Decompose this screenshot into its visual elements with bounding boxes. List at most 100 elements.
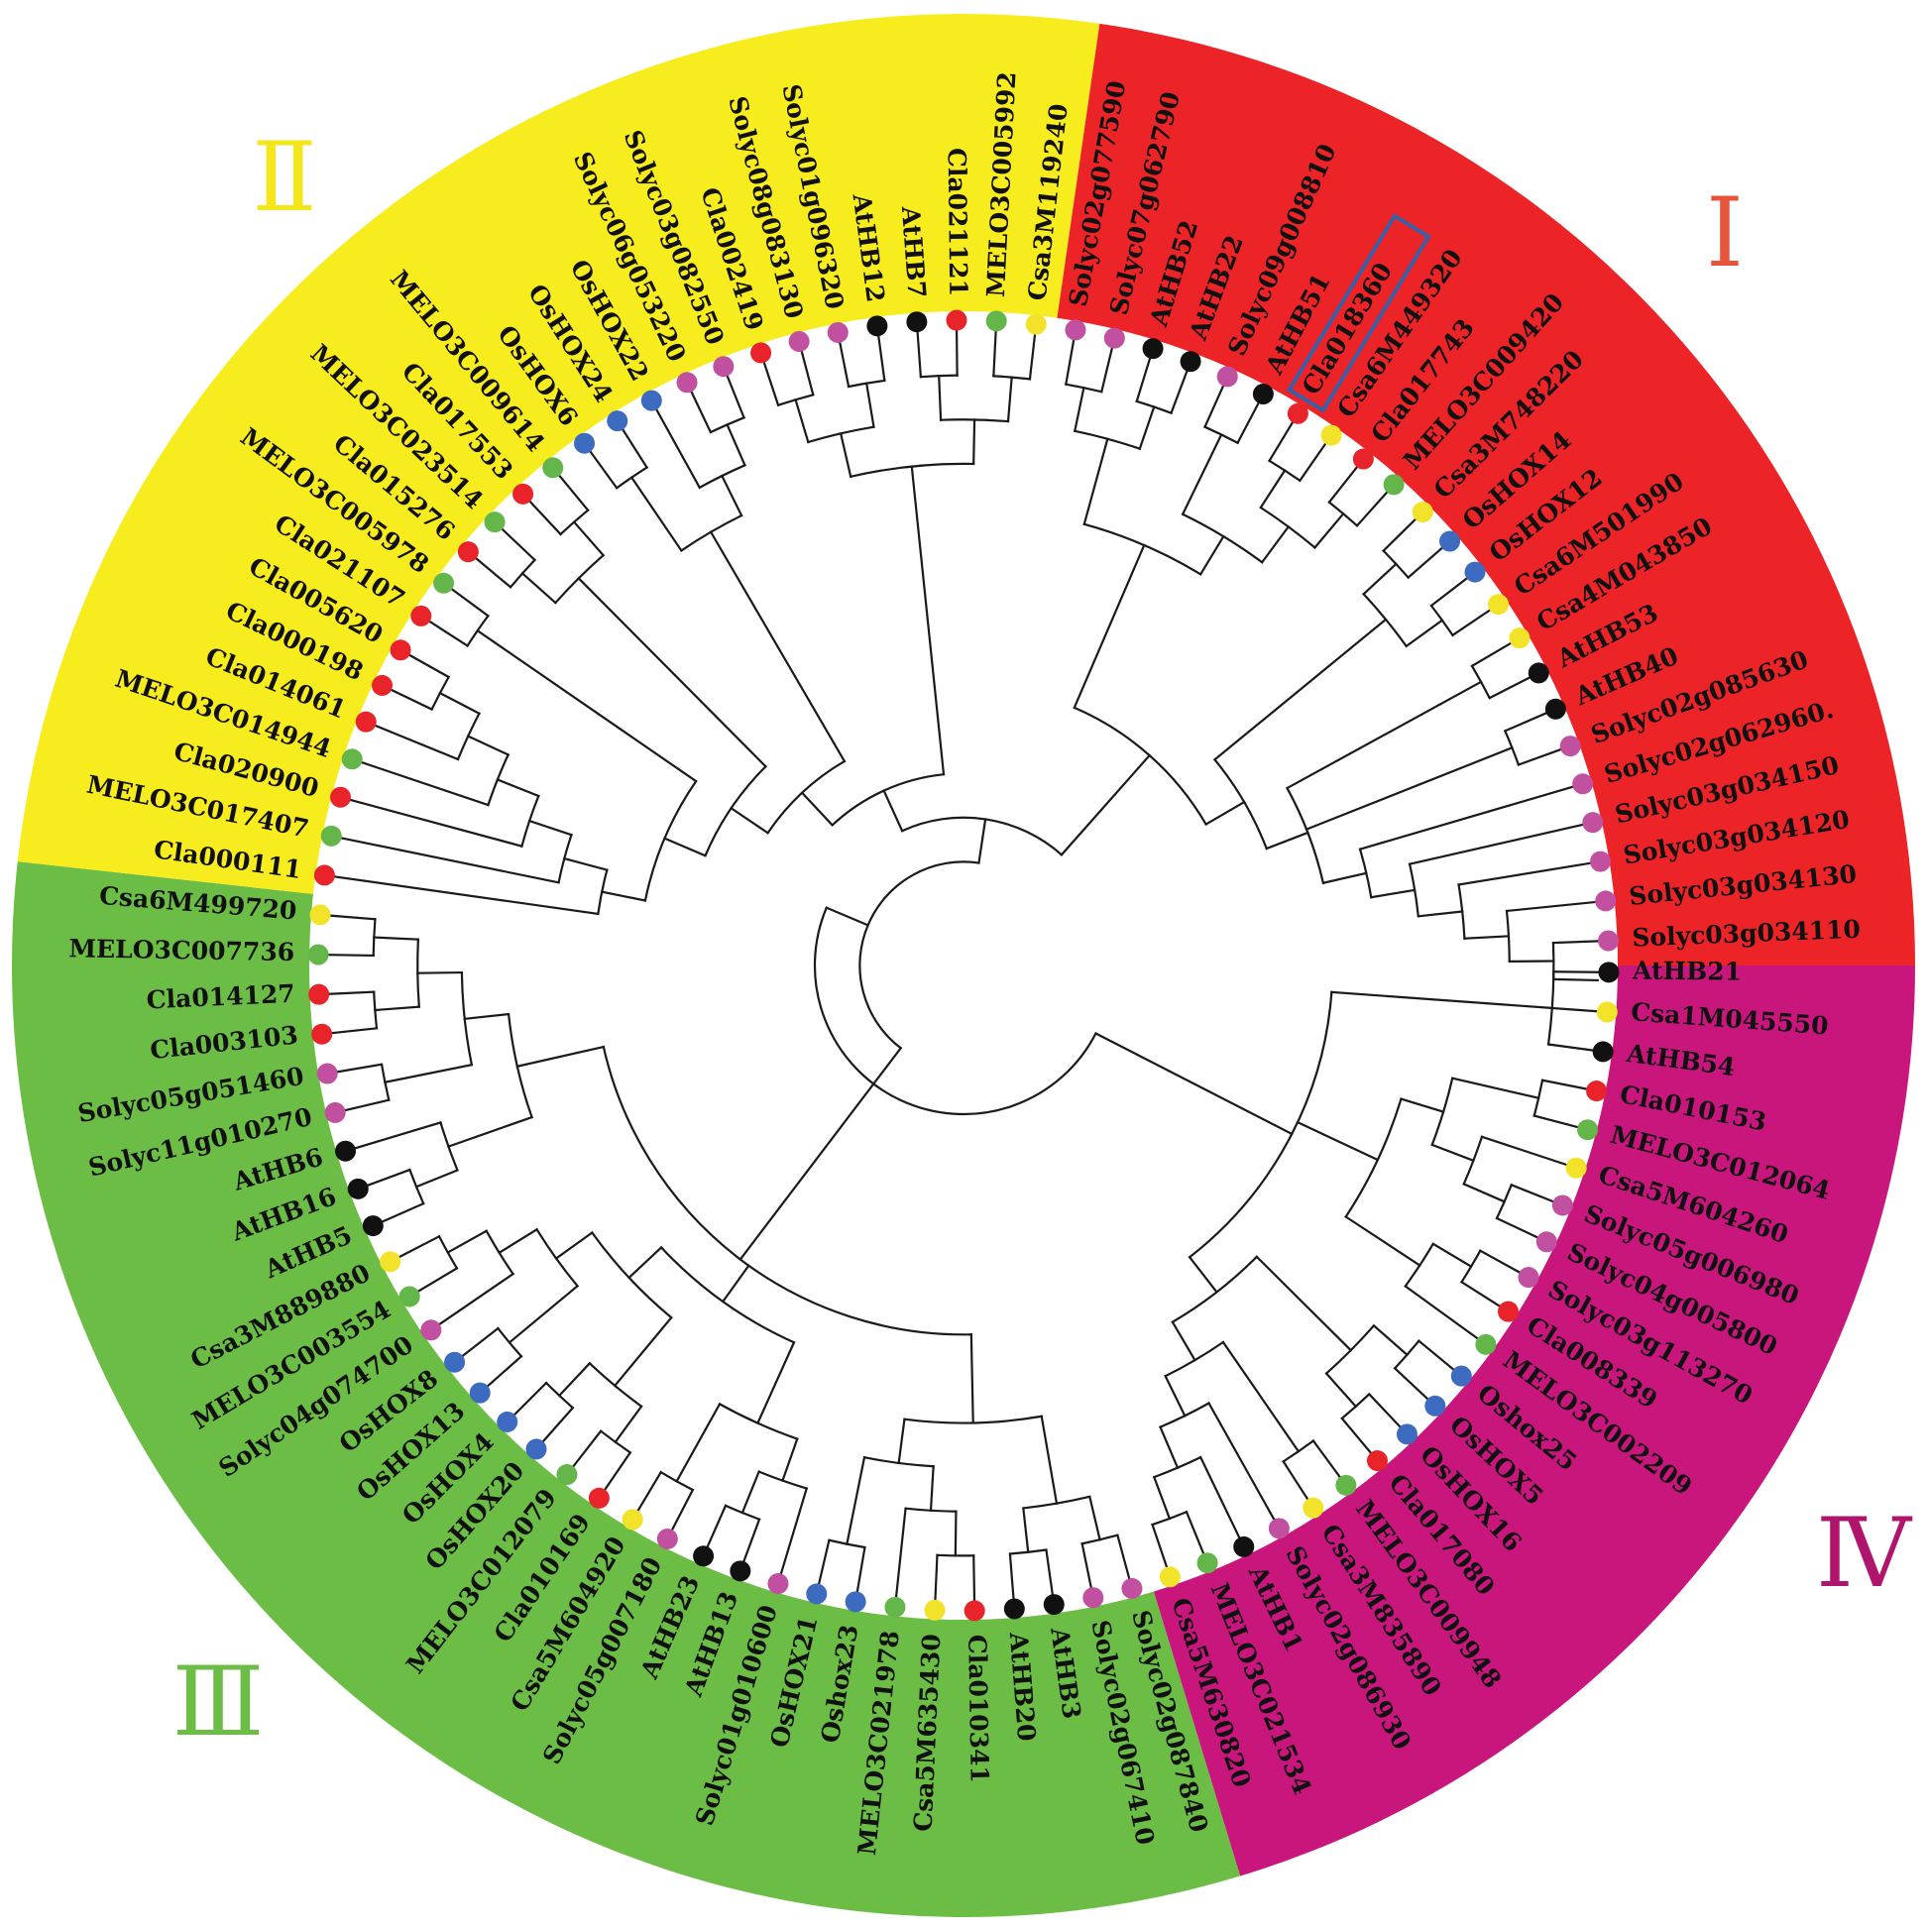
- species-dot-tomato: [1121, 1578, 1142, 1599]
- species-dot-watermelon: [311, 1024, 332, 1045]
- species-dot-melon: [1335, 1475, 1356, 1496]
- species-dot-melon: [1577, 1119, 1598, 1140]
- species-dot-tomato: [317, 1064, 338, 1084]
- species-dot-rice: [470, 1383, 491, 1404]
- species-dot-arabidopsis: [866, 315, 887, 336]
- species-dot-tomato: [657, 1529, 678, 1549]
- species-dot-cucumber: [623, 1509, 643, 1530]
- species-dot-melon: [433, 573, 454, 594]
- species-dot-tomato: [1536, 1231, 1557, 1252]
- clade-label-I: Ⅰ: [1706, 177, 1744, 288]
- species-dot-melon: [1197, 1552, 1218, 1573]
- species-dot-tomato: [1595, 890, 1616, 911]
- species-dot-tomato: [677, 372, 698, 393]
- species-dot-melon: [884, 1597, 905, 1618]
- species-dot-arabidopsis: [1598, 962, 1619, 982]
- species-dot-arabidopsis: [1545, 699, 1566, 720]
- species-dot-tomato: [1065, 319, 1085, 340]
- species-dot-rice: [641, 391, 662, 411]
- species-dot-cucumber: [1303, 1498, 1323, 1519]
- gene-label: Cla010341: [963, 1635, 994, 1783]
- species-dot-cucumber: [925, 1600, 946, 1621]
- branch-line: [417, 972, 462, 973]
- species-dot-cucumber: [1597, 1001, 1618, 1022]
- species-dot-rice: [1424, 1396, 1445, 1417]
- species-dot-tomato: [767, 1573, 788, 1594]
- species-dot-cucumber: [1026, 314, 1047, 335]
- species-dot-tomato: [828, 322, 849, 343]
- species-dot-rice: [1397, 1423, 1418, 1444]
- species-dot-watermelon: [356, 712, 377, 733]
- species-dot-arabidopsis: [1593, 1041, 1614, 1062]
- species-dot-melon: [321, 826, 342, 847]
- branch-arc: [937, 1555, 973, 1556]
- branch-line: [973, 419, 974, 464]
- species-dot-melon: [399, 1286, 420, 1307]
- species-dot-arabidopsis: [1529, 662, 1549, 683]
- species-dot-rice: [444, 1352, 465, 1373]
- species-dot-watermelon: [458, 541, 479, 562]
- species-dot-tomato: [1104, 328, 1125, 349]
- species-dot-rice: [1451, 1366, 1472, 1387]
- species-dot-arabidopsis: [1044, 1594, 1065, 1615]
- species-dot-tomato: [1552, 1194, 1573, 1215]
- species-dot-watermelon: [372, 675, 393, 696]
- species-dot-watermelon: [947, 310, 967, 331]
- gene-label: MELO3C007736: [68, 934, 294, 966]
- species-dot-watermelon: [750, 342, 771, 363]
- species-dot-cucumber: [1488, 594, 1509, 615]
- species-dot-melon: [542, 457, 563, 478]
- species-dot-watermelon: [512, 484, 533, 505]
- species-dot-melon: [485, 511, 506, 532]
- species-dot-rice: [607, 410, 627, 431]
- species-dot-cucumber: [1321, 425, 1342, 446]
- species-dot-watermelon: [330, 787, 351, 808]
- species-dot-arabidopsis: [1181, 351, 1201, 372]
- species-dot-tomato: [713, 356, 734, 377]
- species-dot-melon: [308, 944, 329, 965]
- branch-line: [329, 955, 374, 956]
- species-dot-watermelon: [1586, 1080, 1607, 1101]
- species-dot-arabidopsis: [335, 1141, 356, 1162]
- species-dot-watermelon: [308, 984, 329, 1005]
- species-dot-melon: [1475, 1334, 1496, 1355]
- species-dot-rice: [526, 1438, 547, 1459]
- species-dot-arabidopsis: [348, 1179, 369, 1199]
- species-dot-arabidopsis: [1233, 1536, 1254, 1557]
- branch-line: [1553, 979, 1598, 980]
- species-dot-cucumber: [380, 1251, 400, 1272]
- species-dot-tomato: [789, 331, 810, 352]
- species-dot-cucumber: [310, 904, 331, 925]
- species-dot-tomato: [1582, 812, 1603, 833]
- species-dot-arabidopsis: [906, 311, 927, 332]
- species-dot-rice: [806, 1583, 827, 1604]
- species-dot-watermelon: [589, 1488, 610, 1509]
- branch-line: [973, 1555, 974, 1600]
- species-dot-watermelon: [1367, 1450, 1388, 1471]
- branch-line: [956, 1512, 957, 1556]
- clade-label-IV: Ⅳ: [1816, 1498, 1913, 1609]
- species-dot-tomato: [1269, 1518, 1290, 1538]
- species-dot-tomato: [1560, 736, 1581, 756]
- species-dot-watermelon: [391, 639, 411, 660]
- clade-label-III: Ⅲ: [172, 1647, 265, 1758]
- species-dot-tomato: [1590, 852, 1611, 872]
- species-dot-tomato: [1082, 1587, 1103, 1608]
- species-dot-watermelon: [1353, 449, 1374, 470]
- species-dot-tomato: [420, 1319, 441, 1340]
- species-dot-arabidopsis: [730, 1560, 750, 1581]
- species-dot-watermelon: [314, 864, 335, 885]
- species-dot-tomato: [325, 1102, 346, 1123]
- species-dot-watermelon: [410, 606, 431, 626]
- species-dot-tomato: [1217, 366, 1238, 387]
- species-dot-tomato: [1518, 1267, 1538, 1288]
- clade-label-II: Ⅱ: [252, 122, 316, 233]
- species-dot-arabidopsis: [363, 1215, 384, 1236]
- species-dot-cucumber: [1566, 1158, 1587, 1179]
- species-dot-cucumber: [1413, 502, 1433, 522]
- species-dot-watermelon: [964, 1600, 985, 1621]
- species-dot-rice: [1439, 531, 1460, 552]
- species-dot-cucumber: [1160, 1566, 1181, 1587]
